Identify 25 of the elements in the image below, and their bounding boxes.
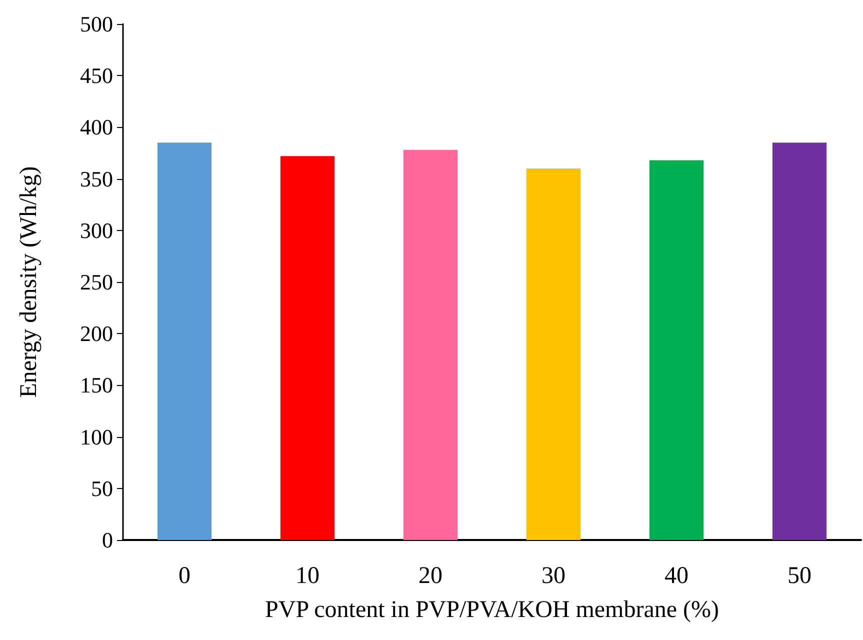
- y-tick-label: 100: [80, 424, 113, 450]
- x-tick-label: 30: [542, 563, 566, 589]
- y-tick-label: 50: [91, 476, 113, 501]
- bar: [157, 142, 212, 540]
- x-tick-label: 10: [296, 563, 320, 589]
- y-axis-title: Energy density (Wh/kg): [16, 166, 42, 398]
- y-tick-label: 0: [102, 528, 113, 552]
- y-tick-label: 300: [80, 218, 113, 243]
- y-tick-label: 250: [80, 270, 113, 294]
- bar: [649, 160, 704, 540]
- x-tick-label: 40: [664, 563, 688, 589]
- bar: [772, 142, 827, 540]
- x-axis-title: PVP content in PVP/PVA/KOH membrane (%): [265, 597, 719, 623]
- y-tick-label: 400: [80, 114, 113, 140]
- bar: [526, 168, 581, 540]
- y-tick-label: 500: [80, 12, 113, 36]
- bar: [280, 156, 335, 540]
- x-tick-label: 50: [788, 563, 812, 589]
- bar: [403, 150, 458, 540]
- y-tick-label: 150: [80, 372, 113, 398]
- x-tick-label: 20: [418, 563, 442, 589]
- x-tick-label: 0: [178, 563, 190, 589]
- y-tick-label: 200: [80, 321, 113, 346]
- y-tick-label: 350: [80, 166, 113, 192]
- y-tick-label: 450: [80, 63, 113, 88]
